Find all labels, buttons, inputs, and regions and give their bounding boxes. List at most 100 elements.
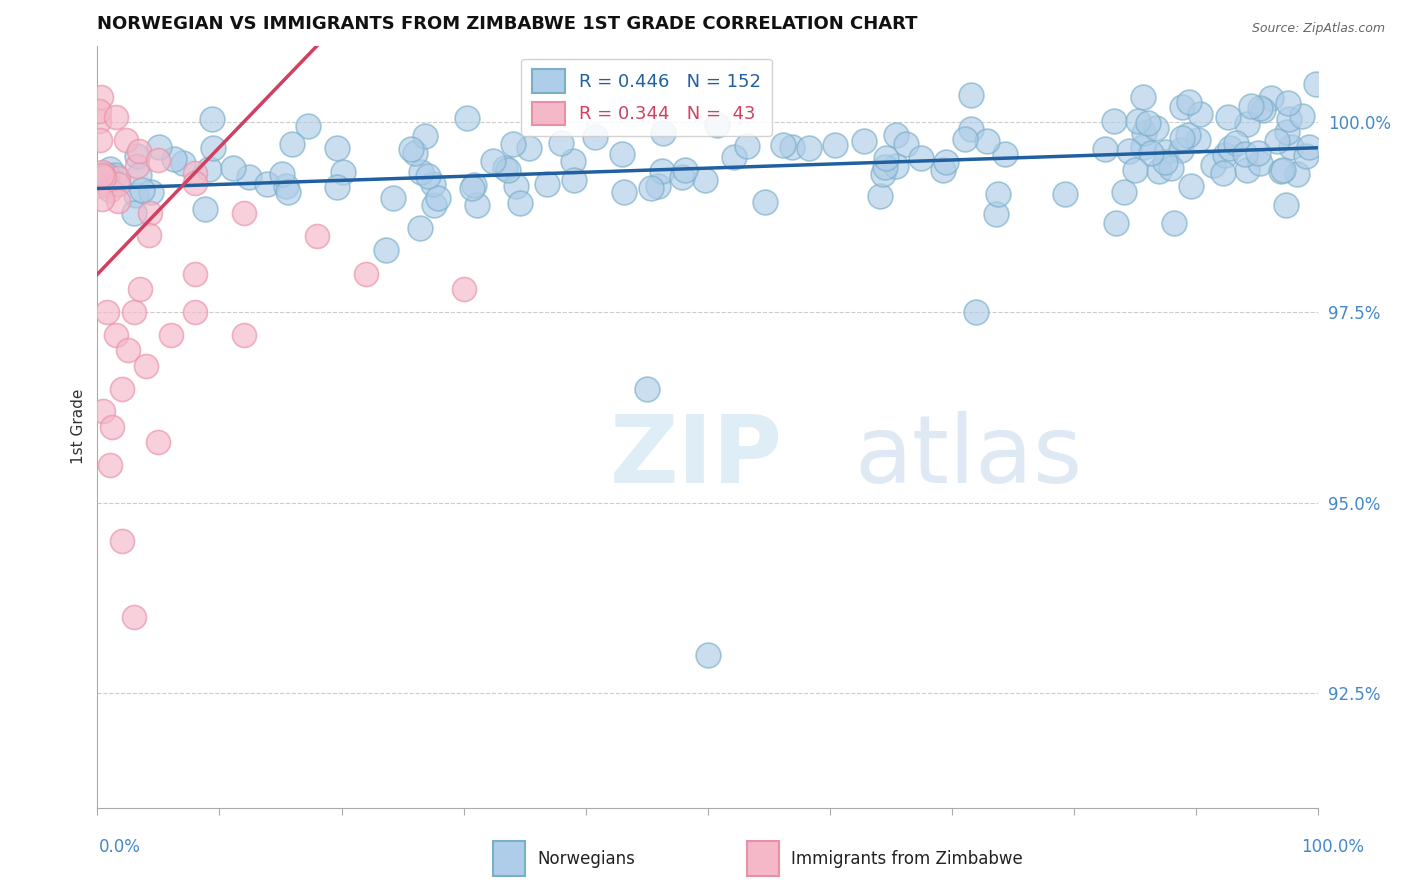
Point — [90, 89, 112, 103]
Point — [561, 154, 583, 169]
Point — [125, 188, 148, 202]
Point — [325, 141, 347, 155]
Point — [90, 168, 112, 182]
Point — [197, 162, 219, 177]
Point — [1233, 147, 1256, 161]
Point — [935, 154, 957, 169]
Point — [852, 134, 875, 148]
Point — [222, 161, 245, 175]
Point — [91, 165, 114, 179]
Point — [86, 178, 108, 193]
Point — [1218, 141, 1240, 155]
Point — [423, 197, 446, 211]
Point — [502, 136, 524, 151]
Point — [754, 194, 776, 209]
Point — [505, 178, 527, 193]
Point — [399, 142, 422, 156]
Legend: R = 0.446   N = 152, R = 0.344   N =  43: R = 0.446 N = 152, R = 0.344 N = 43 — [522, 59, 772, 136]
Point — [232, 328, 254, 343]
Point — [1277, 96, 1299, 111]
Point — [1240, 99, 1263, 113]
Point — [148, 434, 170, 449]
Point — [418, 169, 440, 184]
Point — [1249, 156, 1271, 170]
Point — [93, 169, 115, 184]
Point — [1213, 148, 1236, 162]
Point — [1163, 216, 1185, 230]
Point — [1132, 90, 1154, 104]
Point — [509, 195, 531, 210]
Point — [238, 169, 260, 184]
Point — [1305, 77, 1327, 91]
Point — [101, 419, 124, 434]
Y-axis label: 1st Grade: 1st Grade — [72, 389, 86, 465]
Point — [1144, 120, 1167, 135]
Point — [96, 305, 118, 319]
Point — [184, 305, 207, 319]
Point — [498, 162, 520, 177]
Point — [1216, 110, 1239, 124]
Point — [375, 243, 398, 257]
Point — [131, 183, 153, 197]
Point — [107, 194, 129, 208]
Point — [409, 221, 432, 235]
Point — [172, 155, 194, 169]
Point — [482, 154, 505, 169]
Point — [1187, 133, 1209, 147]
Point — [959, 88, 981, 103]
Point — [671, 169, 693, 184]
Point — [201, 141, 224, 155]
Point — [125, 159, 148, 173]
Point — [872, 167, 894, 181]
Point — [427, 191, 450, 205]
Point — [332, 165, 354, 179]
Point — [87, 103, 110, 118]
Point — [274, 178, 297, 193]
Point — [693, 172, 716, 186]
Point — [107, 170, 129, 185]
Text: Norwegians: Norwegians — [537, 849, 636, 868]
Text: atlas: atlas — [855, 411, 1083, 503]
Point — [1291, 109, 1313, 123]
Point — [271, 167, 294, 181]
Point — [159, 328, 181, 343]
Point — [1171, 130, 1194, 145]
Point — [1253, 103, 1275, 118]
Point — [673, 163, 696, 178]
Point — [184, 267, 207, 281]
Text: Immigrants from Zimbabwe: Immigrants from Zimbabwe — [790, 849, 1022, 868]
Point — [536, 177, 558, 191]
Point — [148, 140, 170, 154]
Point — [277, 185, 299, 199]
Point — [184, 165, 207, 179]
Point — [1136, 116, 1159, 130]
Point — [797, 141, 820, 155]
Point — [129, 283, 152, 297]
Point — [105, 110, 128, 124]
Point — [636, 382, 658, 396]
Point — [1274, 197, 1296, 211]
Point — [404, 146, 426, 161]
Point — [1180, 179, 1202, 194]
Point — [1225, 136, 1247, 150]
Point — [1170, 144, 1192, 158]
Text: 100.0%: 100.0% — [1301, 838, 1364, 856]
Point — [307, 229, 329, 244]
Point — [884, 160, 907, 174]
Point — [613, 185, 636, 199]
Point — [1275, 124, 1298, 138]
Point — [1298, 139, 1320, 153]
Point — [953, 132, 976, 146]
Point — [104, 328, 127, 343]
Point — [1104, 114, 1126, 128]
Point — [1126, 114, 1149, 128]
Point — [1212, 165, 1234, 179]
Point — [1139, 146, 1161, 161]
Point — [93, 404, 115, 418]
Point — [1236, 163, 1258, 178]
Point — [1171, 100, 1194, 114]
Point — [125, 149, 148, 163]
Point — [107, 177, 129, 191]
Point — [122, 610, 145, 624]
Point — [894, 137, 917, 152]
